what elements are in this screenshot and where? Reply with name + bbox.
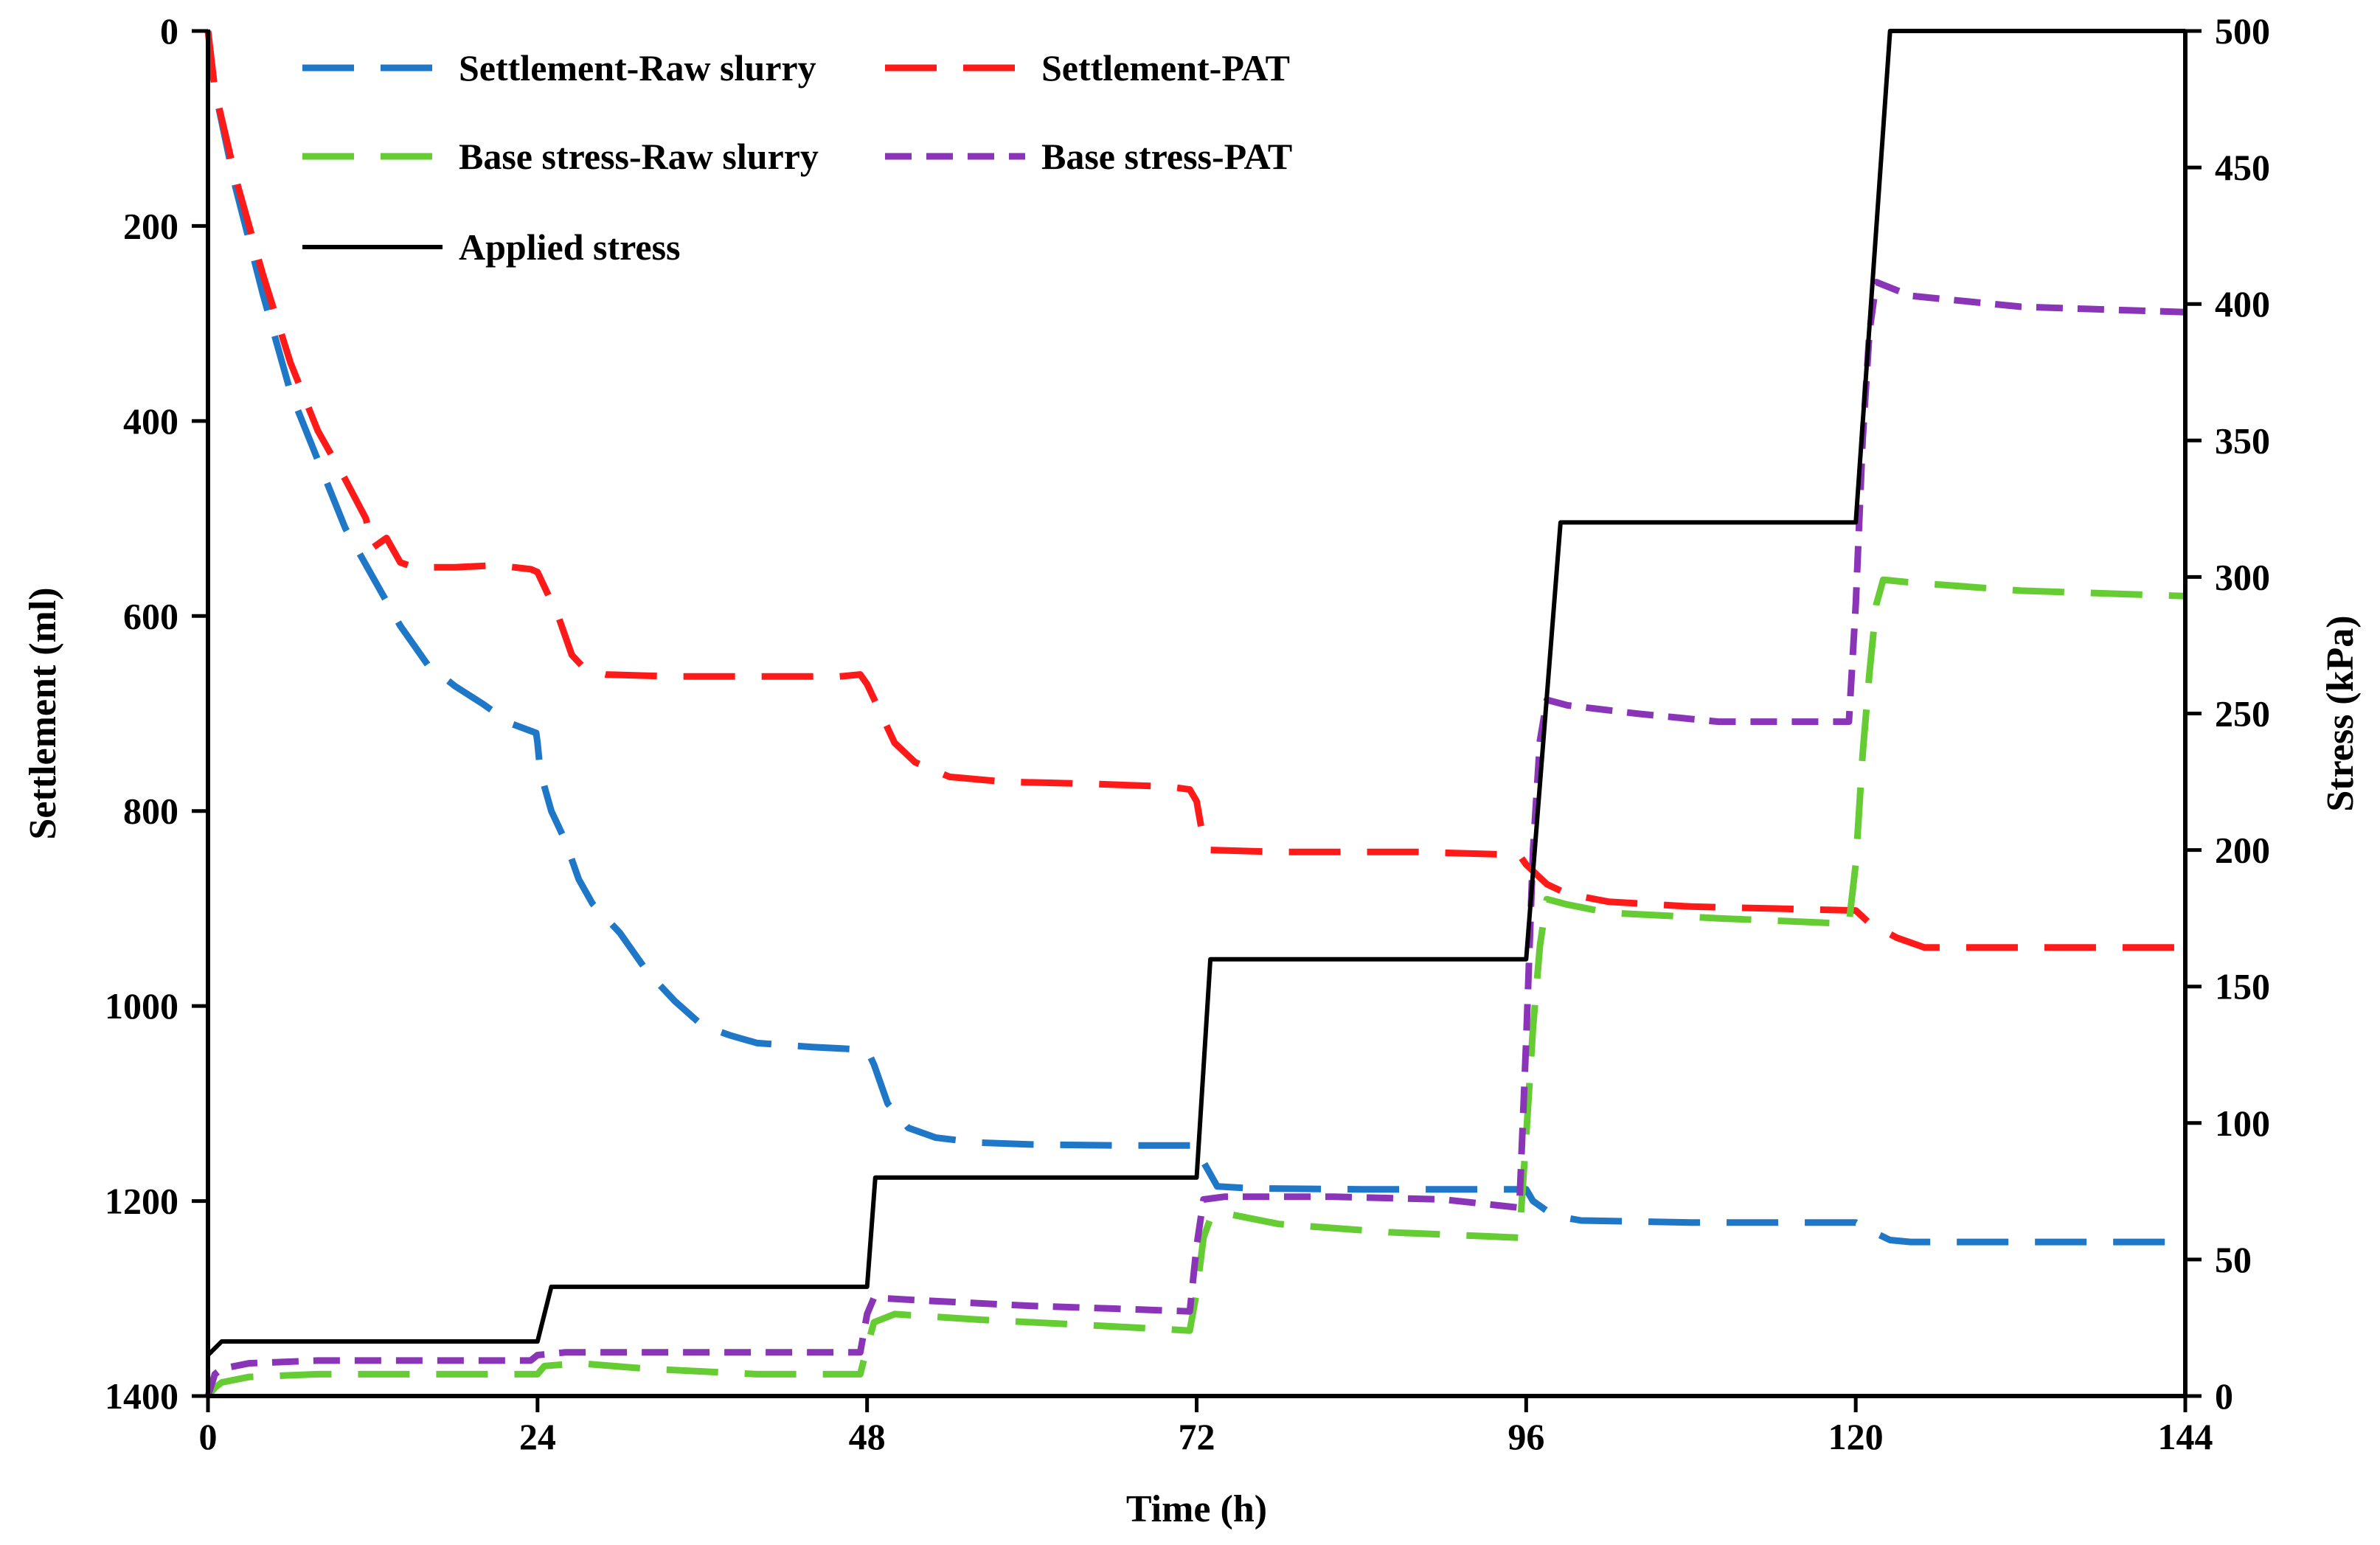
y-right-tick-label: 350 xyxy=(2215,420,2270,461)
legend-label: Settlement-Raw slurry xyxy=(459,47,816,88)
legend-label: Base stress-Raw slurry xyxy=(459,136,819,177)
x-tick-label: 144 xyxy=(2158,1416,2213,1457)
legend: Settlement-Raw slurry Settlement-PAT Base … xyxy=(302,47,1292,268)
series-line-settlement-raw-slurry xyxy=(204,30,2185,1246)
y-left-tick-label: 1400 xyxy=(105,1375,178,1417)
legend-label: Applied stress xyxy=(459,226,681,268)
legend-label: Base stress-PAT xyxy=(1041,136,1292,177)
x-axis-title: Time (h) xyxy=(1126,1488,1267,1530)
y-left-tick-label: 200 xyxy=(123,205,178,246)
x-tick-label: 48 xyxy=(849,1416,886,1457)
y-right-tick-label: 250 xyxy=(2215,693,2270,735)
x-tick-label: 96 xyxy=(1508,1416,1544,1457)
axes: 0 24 48 72 96 120 1440200400600800100012001400… xyxy=(22,10,2362,1530)
y-right-tick-label: 50 xyxy=(2215,1239,2252,1280)
series-line-base-stress-pat xyxy=(204,279,2186,1398)
y-axis-right-title: Stress (kPa) xyxy=(2320,615,2362,811)
legend-label: Settlement-PAT xyxy=(1041,47,1290,88)
y-right-tick-label: 500 xyxy=(2215,10,2270,52)
series-line-applied-stress xyxy=(206,29,2185,1357)
plot-area xyxy=(204,29,2186,1398)
y-left-tick-label: 1000 xyxy=(105,985,178,1027)
y-right-tick-label: 200 xyxy=(2215,830,2270,871)
y-right-tick-label: 100 xyxy=(2215,1103,2270,1144)
series-line-base-stress-raw-slurry xyxy=(205,576,2186,1398)
y-left-tick-label: 800 xyxy=(123,791,178,832)
x-tick-label: 0 xyxy=(199,1416,218,1457)
y-right-tick-label: 0 xyxy=(2215,1375,2233,1417)
y-right-tick-label: 300 xyxy=(2215,556,2270,597)
y-left-tick-label: 600 xyxy=(123,595,178,636)
x-tick-label: 24 xyxy=(519,1416,556,1457)
series-line-settlement-pat xyxy=(204,30,2185,951)
x-tick-label: 72 xyxy=(1179,1416,1215,1457)
y-left-tick-label: 400 xyxy=(123,400,178,442)
y-right-tick-label: 450 xyxy=(2215,147,2270,188)
y-axis-left-title: Settlement (ml) xyxy=(22,587,64,839)
x-tick-label: 120 xyxy=(1828,1416,1884,1457)
y-right-tick-label: 150 xyxy=(2215,966,2270,1007)
y-left-tick-label: 1200 xyxy=(105,1181,178,1222)
y-left-tick-label: 0 xyxy=(160,10,178,52)
y-right-tick-label: 400 xyxy=(2215,283,2270,324)
